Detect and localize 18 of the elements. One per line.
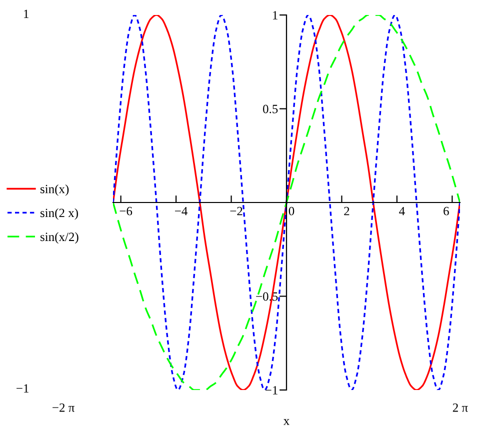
- x-tick-label: 0: [288, 206, 294, 216]
- y-tick-label: 1: [273, 11, 278, 20]
- y-tick-label: −1: [265, 386, 278, 394]
- text: 2 π: [452, 403, 468, 412]
- y-tick-label: 0.5: [263, 104, 278, 114]
- x-tick-label: −6: [120, 206, 132, 216]
- legend-label: sin(x/2): [40, 232, 78, 244]
- text: −1: [16, 384, 28, 392]
- x-tick-label: 4: [399, 206, 405, 216]
- x-tick-label: 6: [444, 206, 449, 216]
- text: −2 π: [52, 403, 74, 412]
- legend-label: sin(2 x): [40, 208, 78, 220]
- x-tick-label: −4: [175, 206, 188, 216]
- x-axis-title: x: [283, 419, 290, 425]
- text: 1: [24, 10, 28, 18]
- legend-label: sin(x): [40, 184, 69, 196]
- x-tick-label: −2: [230, 206, 242, 216]
- x-tick-label: 2: [344, 206, 350, 216]
